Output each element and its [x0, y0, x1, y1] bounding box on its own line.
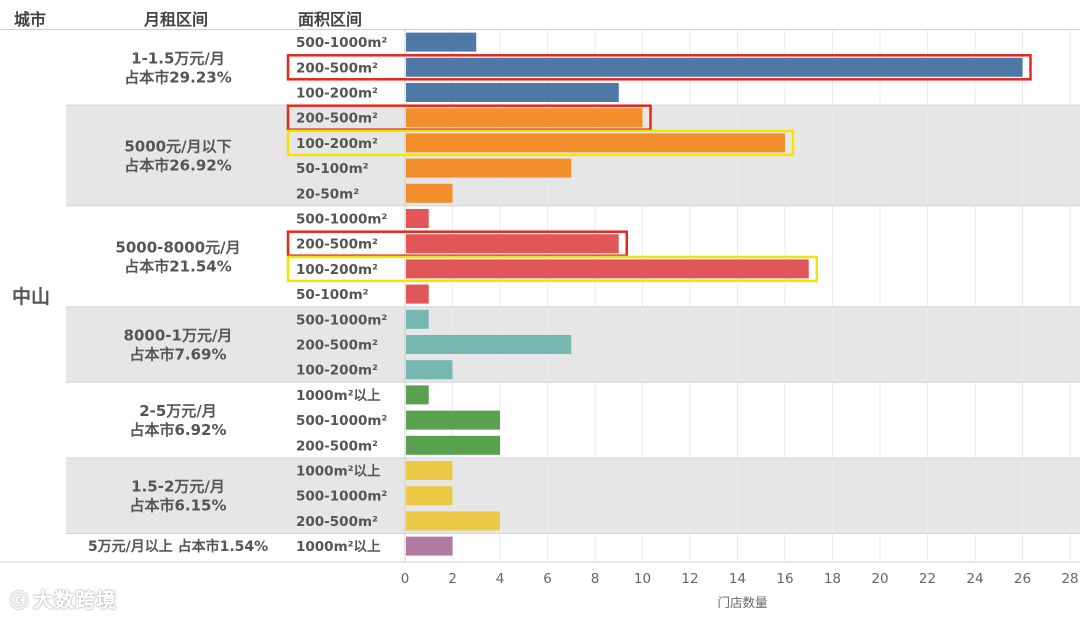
- bar[interactable]: [406, 410, 500, 430]
- area-range-label: 50-100m²: [296, 161, 369, 177]
- area-range-label: 1000m²以上: [296, 388, 381, 404]
- bar[interactable]: [406, 335, 572, 354]
- area-range-column-header: 面积区间: [298, 10, 363, 29]
- bar[interactable]: [406, 385, 429, 405]
- rent-range-label: 5万元/月以上 占本市1.54%: [88, 538, 268, 555]
- bar[interactable]: [406, 536, 453, 556]
- bar[interactable]: [406, 133, 785, 153]
- bar[interactable]: [406, 511, 500, 531]
- x-tick-label: 10: [634, 571, 651, 587]
- rent-share-label: 占本市21.54%: [124, 257, 231, 275]
- watermark-text: 大数跨境: [33, 588, 117, 612]
- group-band: [66, 382, 1080, 458]
- rent-range-label: 1-1.5万元/月: [131, 49, 225, 67]
- x-tick-label: 22: [919, 571, 936, 587]
- bar[interactable]: [406, 284, 429, 304]
- bar[interactable]: [406, 183, 453, 203]
- area-range-label: 20-50m²: [296, 186, 359, 202]
- city-column-header: 城市: [14, 10, 47, 29]
- area-range-label: 1000m²以上: [296, 464, 381, 480]
- bar[interactable]: [406, 83, 619, 102]
- bar[interactable]: [406, 57, 1023, 77]
- area-range-label: 200-500m²: [296, 237, 378, 253]
- x-tick-label: 8: [591, 571, 600, 587]
- x-tick-label: 20: [871, 571, 888, 587]
- bar[interactable]: [406, 108, 643, 128]
- bar[interactable]: [406, 486, 453, 506]
- area-range-label: 500-1000m²: [296, 312, 387, 328]
- bar[interactable]: [406, 309, 429, 329]
- highlight-box-yellow: [286, 255, 818, 283]
- area-range-label: 50-100m²: [296, 287, 369, 303]
- group-band: [66, 533, 1080, 559]
- bar[interactable]: [406, 32, 477, 52]
- x-tick-label: 2: [448, 571, 457, 587]
- area-range-label: 100-200m²: [296, 363, 378, 379]
- city-label: 中山: [12, 285, 50, 308]
- area-range-label: 100-200m²: [296, 136, 378, 152]
- rent-range-label: 8000-1万元/月: [124, 327, 233, 345]
- rent-share-label: 占本市6.15%: [129, 497, 226, 515]
- bar[interactable]: [406, 234, 619, 254]
- x-tick-label: 26: [1014, 571, 1031, 587]
- highlight-box-red: [286, 54, 1032, 81]
- bar[interactable]: [406, 259, 809, 279]
- watermark-logo-icon: ⓒ: [10, 591, 29, 612]
- area-range-label: 500-1000m²: [296, 212, 387, 228]
- rent-range-label: 5000-8000元/月: [115, 238, 240, 256]
- area-range-label: 200-500m²: [296, 438, 378, 454]
- area-range-label: 1000m²以上: [296, 539, 381, 555]
- highlight-box-yellow: [286, 129, 795, 157]
- area-range-label: 200-500m²: [296, 111, 378, 127]
- rent-range-label: 1.5-2万元/月: [131, 478, 225, 496]
- area-range-label: 200-500m²: [296, 338, 378, 354]
- x-tick-label: 16: [776, 571, 793, 587]
- rent-share-label: 占本市26.92%: [124, 157, 231, 175]
- rent-range-column-header: 月租区间: [144, 10, 209, 29]
- bar[interactable]: [406, 209, 429, 228]
- x-tick-label: 6: [543, 571, 552, 587]
- bar[interactable]: [406, 435, 500, 455]
- x-tick-label: 24: [966, 571, 983, 587]
- x-tick-label: 4: [496, 571, 505, 587]
- area-range-label: 100-200m²: [296, 262, 378, 278]
- area-range-label: 500-1000m²: [296, 489, 387, 505]
- area-range-label: 200-500m²: [296, 60, 378, 76]
- x-tick-label: 14: [729, 571, 746, 587]
- rent-share-label: 占本市29.23%: [124, 68, 231, 86]
- bar[interactable]: [406, 461, 453, 480]
- rent-range-label: 5000元/月以下: [124, 138, 231, 156]
- rent-share-label: 占本市7.69%: [129, 346, 226, 364]
- rent-range-label: 2-5万元/月: [139, 402, 217, 420]
- x-tick-label: 12: [681, 571, 698, 587]
- rent-share-label: 占本市6.92%: [129, 421, 226, 439]
- group-band: [66, 457, 1080, 534]
- x-tick-label: 0: [401, 571, 410, 587]
- bar[interactable]: [406, 360, 453, 380]
- x-tick-label: 18: [824, 571, 841, 587]
- x-tick-label: 28: [1061, 571, 1078, 587]
- x-axis-title: 门店数量: [717, 595, 767, 610]
- area-range-label: 500-1000m²: [296, 413, 387, 429]
- area-range-label: 100-200m²: [296, 86, 378, 102]
- area-range-label: 500-1000m²: [296, 35, 387, 51]
- watermark: ⓒ 大数跨境: [10, 584, 117, 613]
- bar[interactable]: [406, 158, 572, 178]
- group-band: [66, 306, 1080, 383]
- area-range-label: 200-500m²: [296, 514, 378, 530]
